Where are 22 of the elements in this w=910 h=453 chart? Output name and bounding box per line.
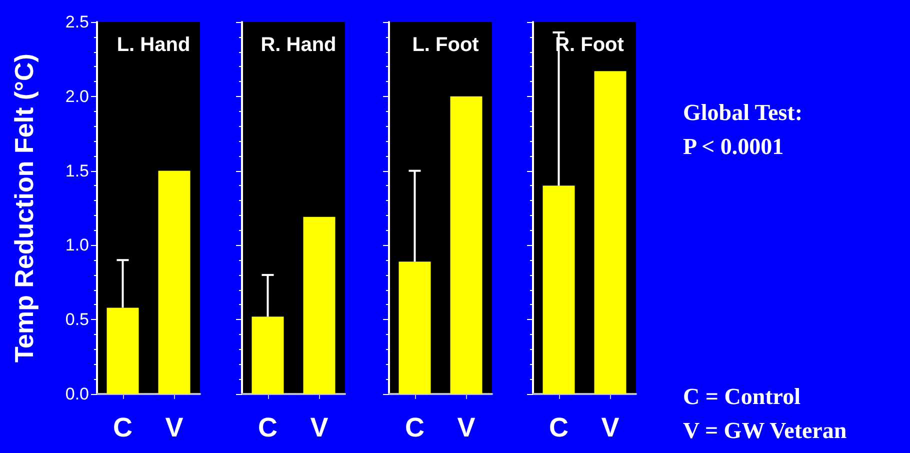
y-axis-title: Temp Reduction Felt (°C) <box>9 54 39 362</box>
text: P < 0.0001 <box>683 133 785 161</box>
text: C = Control <box>683 383 802 411</box>
x-tick-label: V <box>601 412 620 442</box>
text: R. Hand <box>260 34 336 56</box>
x-tick-label: C <box>258 412 278 442</box>
text: V = GW Veteran <box>683 417 848 445</box>
y-tick-label: 1.0 <box>65 236 89 255</box>
x-tick-label: C <box>113 412 132 442</box>
text: L. Hand <box>116 34 190 56</box>
x-tick-label: V <box>310 412 328 442</box>
y-tick-label: 2.0 <box>65 86 89 106</box>
y-tick-label: 0.5 <box>65 310 89 330</box>
y-tick-label: 0.0 <box>65 384 89 404</box>
x-tick-label: V <box>457 412 476 442</box>
x-tick-label: C <box>549 412 568 442</box>
y-tick-label: 1.5 <box>65 161 89 180</box>
x-tick-label: V <box>165 412 184 442</box>
text: Global Test: <box>683 99 804 127</box>
x-tick-label: C <box>405 412 424 442</box>
text: L. Foot <box>412 34 480 56</box>
y-tick-label: 2.5 <box>65 12 89 32</box>
